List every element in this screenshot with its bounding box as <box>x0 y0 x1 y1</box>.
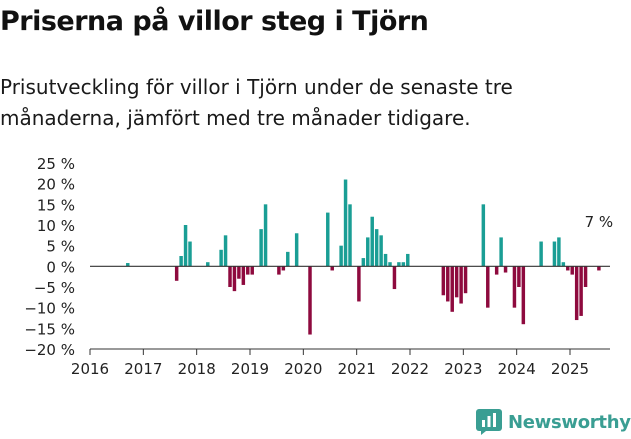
bar <box>174 266 179 281</box>
bar <box>294 233 299 267</box>
bar <box>232 266 237 292</box>
bar <box>459 266 463 304</box>
bar <box>388 262 392 267</box>
bar <box>552 241 557 267</box>
bar <box>557 237 561 267</box>
bar <box>241 266 246 285</box>
bar <box>366 237 370 267</box>
x-axis: 2016 2017 2018 2019 2020 2021 2022 2023 2024 2025 <box>71 348 610 378</box>
bar <box>206 262 210 267</box>
latest-value-label: 7 % <box>585 213 614 231</box>
bar <box>308 266 312 335</box>
y-tick-label: −5 % <box>34 279 75 297</box>
bar <box>219 249 223 267</box>
bar <box>486 266 490 308</box>
x-tick-label: 2020 <box>284 360 322 378</box>
bar <box>179 256 183 267</box>
bar <box>237 266 241 279</box>
bar <box>277 266 281 275</box>
brand-name: Newsworthy <box>508 411 631 433</box>
x-tick-label: 2016 <box>71 360 109 378</box>
newsworthy-logo: Newsworthy <box>476 407 631 437</box>
bar <box>383 253 388 267</box>
y-tick-label: 0 % <box>46 258 75 276</box>
x-tick-label: 2023 <box>444 360 482 378</box>
bar <box>401 262 406 267</box>
bar <box>574 266 579 321</box>
bar <box>374 229 379 267</box>
bar <box>539 241 543 267</box>
bar <box>454 266 459 298</box>
bar <box>406 253 410 267</box>
bar <box>183 225 188 267</box>
bar <box>512 266 517 308</box>
bar <box>343 179 348 267</box>
bar <box>361 258 366 267</box>
bar <box>503 266 508 273</box>
chart-subtitle: Prisutveckling för villor i Tjörn under … <box>0 75 513 130</box>
x-tick-label: 2022 <box>391 360 429 378</box>
chart-logo-icon <box>476 409 502 435</box>
bar <box>126 263 130 267</box>
bar <box>250 266 254 275</box>
bar <box>348 204 352 267</box>
bar <box>561 262 566 267</box>
bar <box>579 266 583 316</box>
bar <box>246 266 250 275</box>
bar <box>481 204 486 267</box>
y-axis-labels: 25 % 20 % 15 % 10 % 5 % 0 % −5 % −10 % −15 % −20 … <box>24 155 75 359</box>
bar <box>357 266 361 302</box>
x-tick-label: 2019 <box>231 360 269 378</box>
bar <box>494 266 499 275</box>
bar <box>228 266 232 287</box>
bar <box>441 266 446 296</box>
bar <box>379 235 383 267</box>
y-tick-label: 15 % <box>37 196 75 214</box>
bar <box>397 262 401 267</box>
bar <box>223 235 228 267</box>
bar <box>259 229 263 267</box>
bar <box>583 266 588 287</box>
bars <box>90 179 610 335</box>
bar <box>281 266 286 271</box>
bar <box>339 245 343 267</box>
annotations: 7 % <box>585 213 614 231</box>
chart-title: Priserna på villor steg i Tjörn <box>0 6 429 37</box>
bar <box>263 204 268 267</box>
x-tick-label: 2025 <box>551 360 589 378</box>
bar <box>566 266 570 271</box>
bar <box>446 266 450 302</box>
y-tick-label: −15 % <box>24 320 75 338</box>
y-tick-label: 25 % <box>37 155 75 173</box>
bar <box>326 212 330 267</box>
x-tick-label: 2021 <box>338 360 376 378</box>
y-tick-label: 10 % <box>37 217 75 235</box>
y-tick-label: 5 % <box>46 238 75 256</box>
y-tick-label: −20 % <box>24 341 75 359</box>
bar <box>392 266 397 290</box>
x-tick-label: 2024 <box>498 360 536 378</box>
bar <box>188 241 192 267</box>
bar <box>463 266 468 294</box>
y-tick-label: 20 % <box>37 176 75 194</box>
y-tick-label: −10 % <box>24 300 75 318</box>
bar <box>521 266 526 325</box>
bar <box>450 266 454 312</box>
x-tick-label: 2018 <box>178 360 216 378</box>
bar <box>330 266 334 271</box>
bar <box>286 251 290 267</box>
bar <box>517 266 521 287</box>
bar <box>370 216 374 267</box>
bar <box>570 266 574 275</box>
x-tick-label: 2017 <box>124 360 162 378</box>
bar <box>597 266 601 271</box>
bar <box>499 237 503 267</box>
